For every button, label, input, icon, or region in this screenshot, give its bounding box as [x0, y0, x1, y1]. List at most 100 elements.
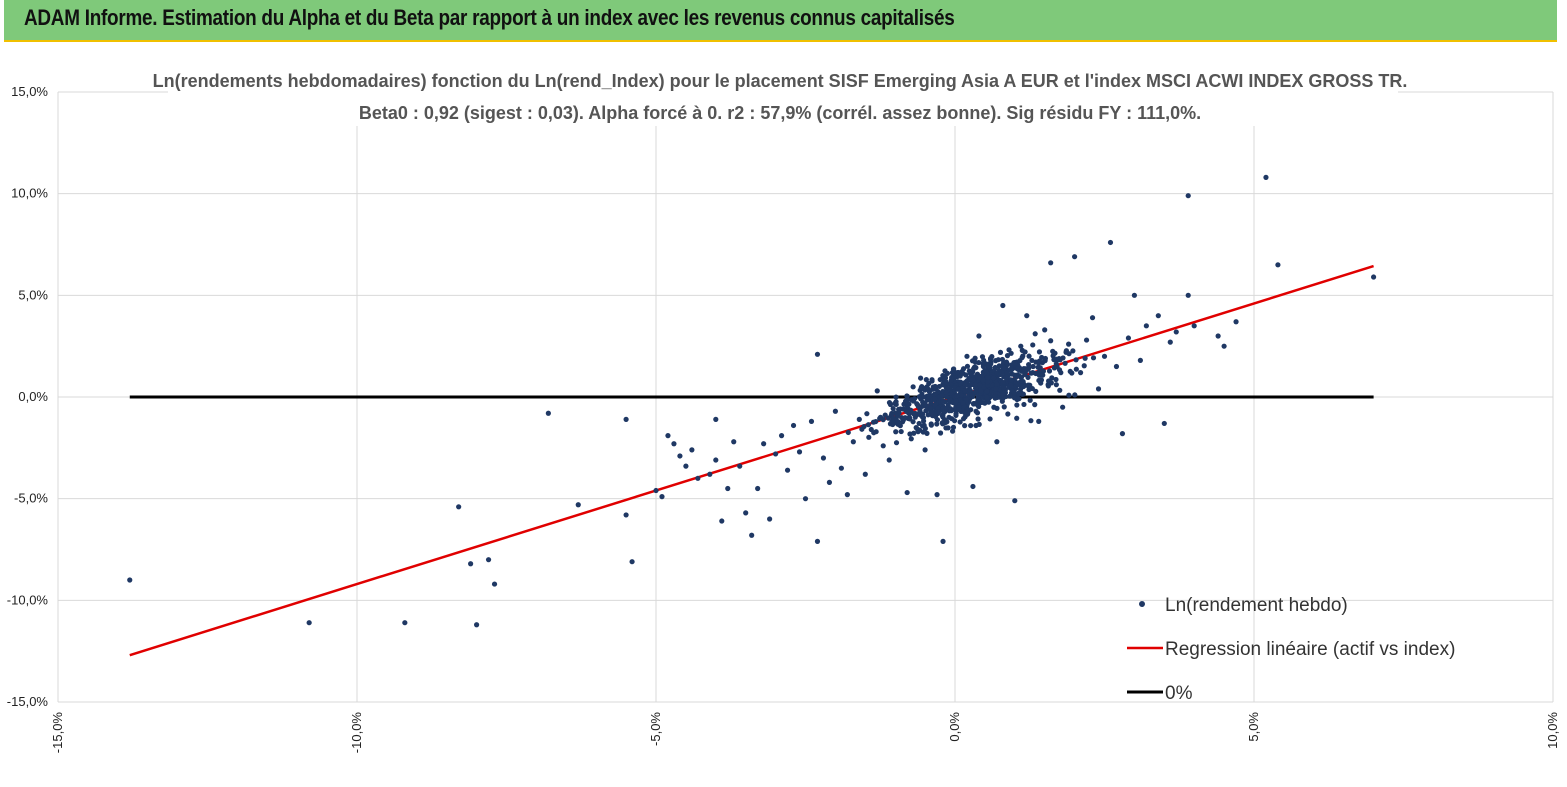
regression-line — [129, 264, 1374, 657]
data-point — [861, 423, 867, 430]
data-point — [992, 364, 998, 371]
data-point — [947, 407, 954, 413]
data-point — [1045, 383, 1051, 389]
data-point — [935, 388, 941, 395]
y-tick-label: 10,0% — [11, 186, 48, 201]
data-point — [1015, 366, 1021, 372]
data-point — [1057, 357, 1063, 363]
data-point — [778, 433, 785, 439]
data-point — [749, 532, 755, 538]
data-point — [1007, 382, 1014, 389]
data-point — [981, 384, 987, 390]
data-point — [1030, 363, 1036, 370]
legend-label-zero: 0% — [1165, 683, 1193, 704]
data-point — [1022, 349, 1028, 355]
data-point — [948, 377, 954, 383]
data-point — [970, 483, 976, 490]
data-point — [915, 403, 921, 410]
chart-frame: 15,0% 10,0% 5,0% 0,0% -5,0% -10,0% -15,0% -15,… — [0, 46, 1567, 787]
data-point — [997, 349, 1004, 355]
data-point — [306, 620, 312, 626]
data-point — [1038, 380, 1044, 386]
data-point — [890, 415, 896, 421]
y-tick-label: 0,0% — [18, 389, 48, 404]
data-point — [1009, 371, 1015, 377]
data-point — [1263, 174, 1269, 180]
data-point — [919, 411, 926, 417]
data-point — [1018, 378, 1025, 384]
data-point — [1057, 387, 1063, 393]
data-point — [1113, 363, 1120, 370]
data-point — [984, 394, 990, 400]
data-point — [965, 407, 971, 413]
data-point — [983, 368, 989, 374]
data-point — [1026, 353, 1032, 359]
data-point — [1066, 341, 1072, 347]
data-point — [968, 422, 974, 429]
data-point — [928, 421, 934, 427]
data-point — [972, 382, 979, 388]
y-tick-label: 15,0% — [11, 84, 48, 99]
data-point — [999, 369, 1005, 375]
data-point — [874, 388, 880, 394]
data-point — [1051, 365, 1058, 371]
data-point — [1005, 411, 1011, 417]
data-point — [1062, 360, 1068, 366]
data-point — [940, 373, 946, 379]
data-point — [1173, 329, 1179, 335]
data-point — [870, 419, 877, 425]
scatter-chart: 15,0% 10,0% 5,0% 0,0% -5,0% -10,0% -15,0% -15,… — [7, 68, 1560, 753]
data-point — [671, 441, 677, 447]
data-point — [1107, 239, 1114, 246]
data-point — [960, 370, 966, 376]
chart-title: Ln(rendements hebdomadaires) fonction du… — [153, 71, 1408, 91]
data-point — [921, 422, 927, 428]
data-point — [1233, 319, 1239, 325]
data-point — [893, 440, 900, 446]
data-point — [1029, 357, 1035, 364]
data-point — [1072, 392, 1078, 398]
data-point — [1046, 368, 1053, 374]
data-point — [934, 492, 940, 498]
data-point — [967, 370, 973, 376]
data-point — [1371, 274, 1377, 280]
data-point — [1066, 351, 1072, 357]
data-point — [958, 392, 964, 398]
data-point — [954, 393, 960, 399]
data-point — [1119, 431, 1126, 437]
data-point — [1042, 358, 1048, 364]
data-point — [923, 377, 929, 383]
data-point — [939, 393, 945, 399]
data-point — [773, 451, 779, 457]
data-point — [1017, 386, 1024, 392]
data-point — [1056, 367, 1063, 373]
data-point — [907, 416, 913, 422]
data-point — [985, 375, 991, 381]
data-point — [886, 400, 893, 406]
data-point — [1027, 397, 1033, 403]
data-point — [943, 379, 949, 385]
data-point — [922, 447, 928, 453]
data-point — [972, 359, 979, 365]
data-point — [916, 394, 922, 400]
data-point — [900, 406, 907, 412]
data-point — [962, 388, 968, 394]
data-point — [1025, 382, 1031, 388]
data-point — [814, 538, 821, 544]
data-point — [814, 351, 821, 357]
data-point — [984, 388, 990, 394]
data-point — [1155, 313, 1161, 319]
data-point — [1060, 404, 1066, 410]
data-point — [790, 422, 797, 429]
data-point — [885, 415, 892, 421]
data-point — [845, 429, 851, 436]
data-point — [1014, 415, 1020, 421]
data-point — [988, 389, 994, 395]
data-point — [964, 363, 971, 369]
data-point — [944, 419, 950, 425]
data-point — [994, 439, 1000, 445]
data-point — [1009, 377, 1015, 383]
data-point — [978, 388, 984, 394]
data-point — [683, 463, 689, 469]
scatter-points — [127, 174, 1377, 628]
